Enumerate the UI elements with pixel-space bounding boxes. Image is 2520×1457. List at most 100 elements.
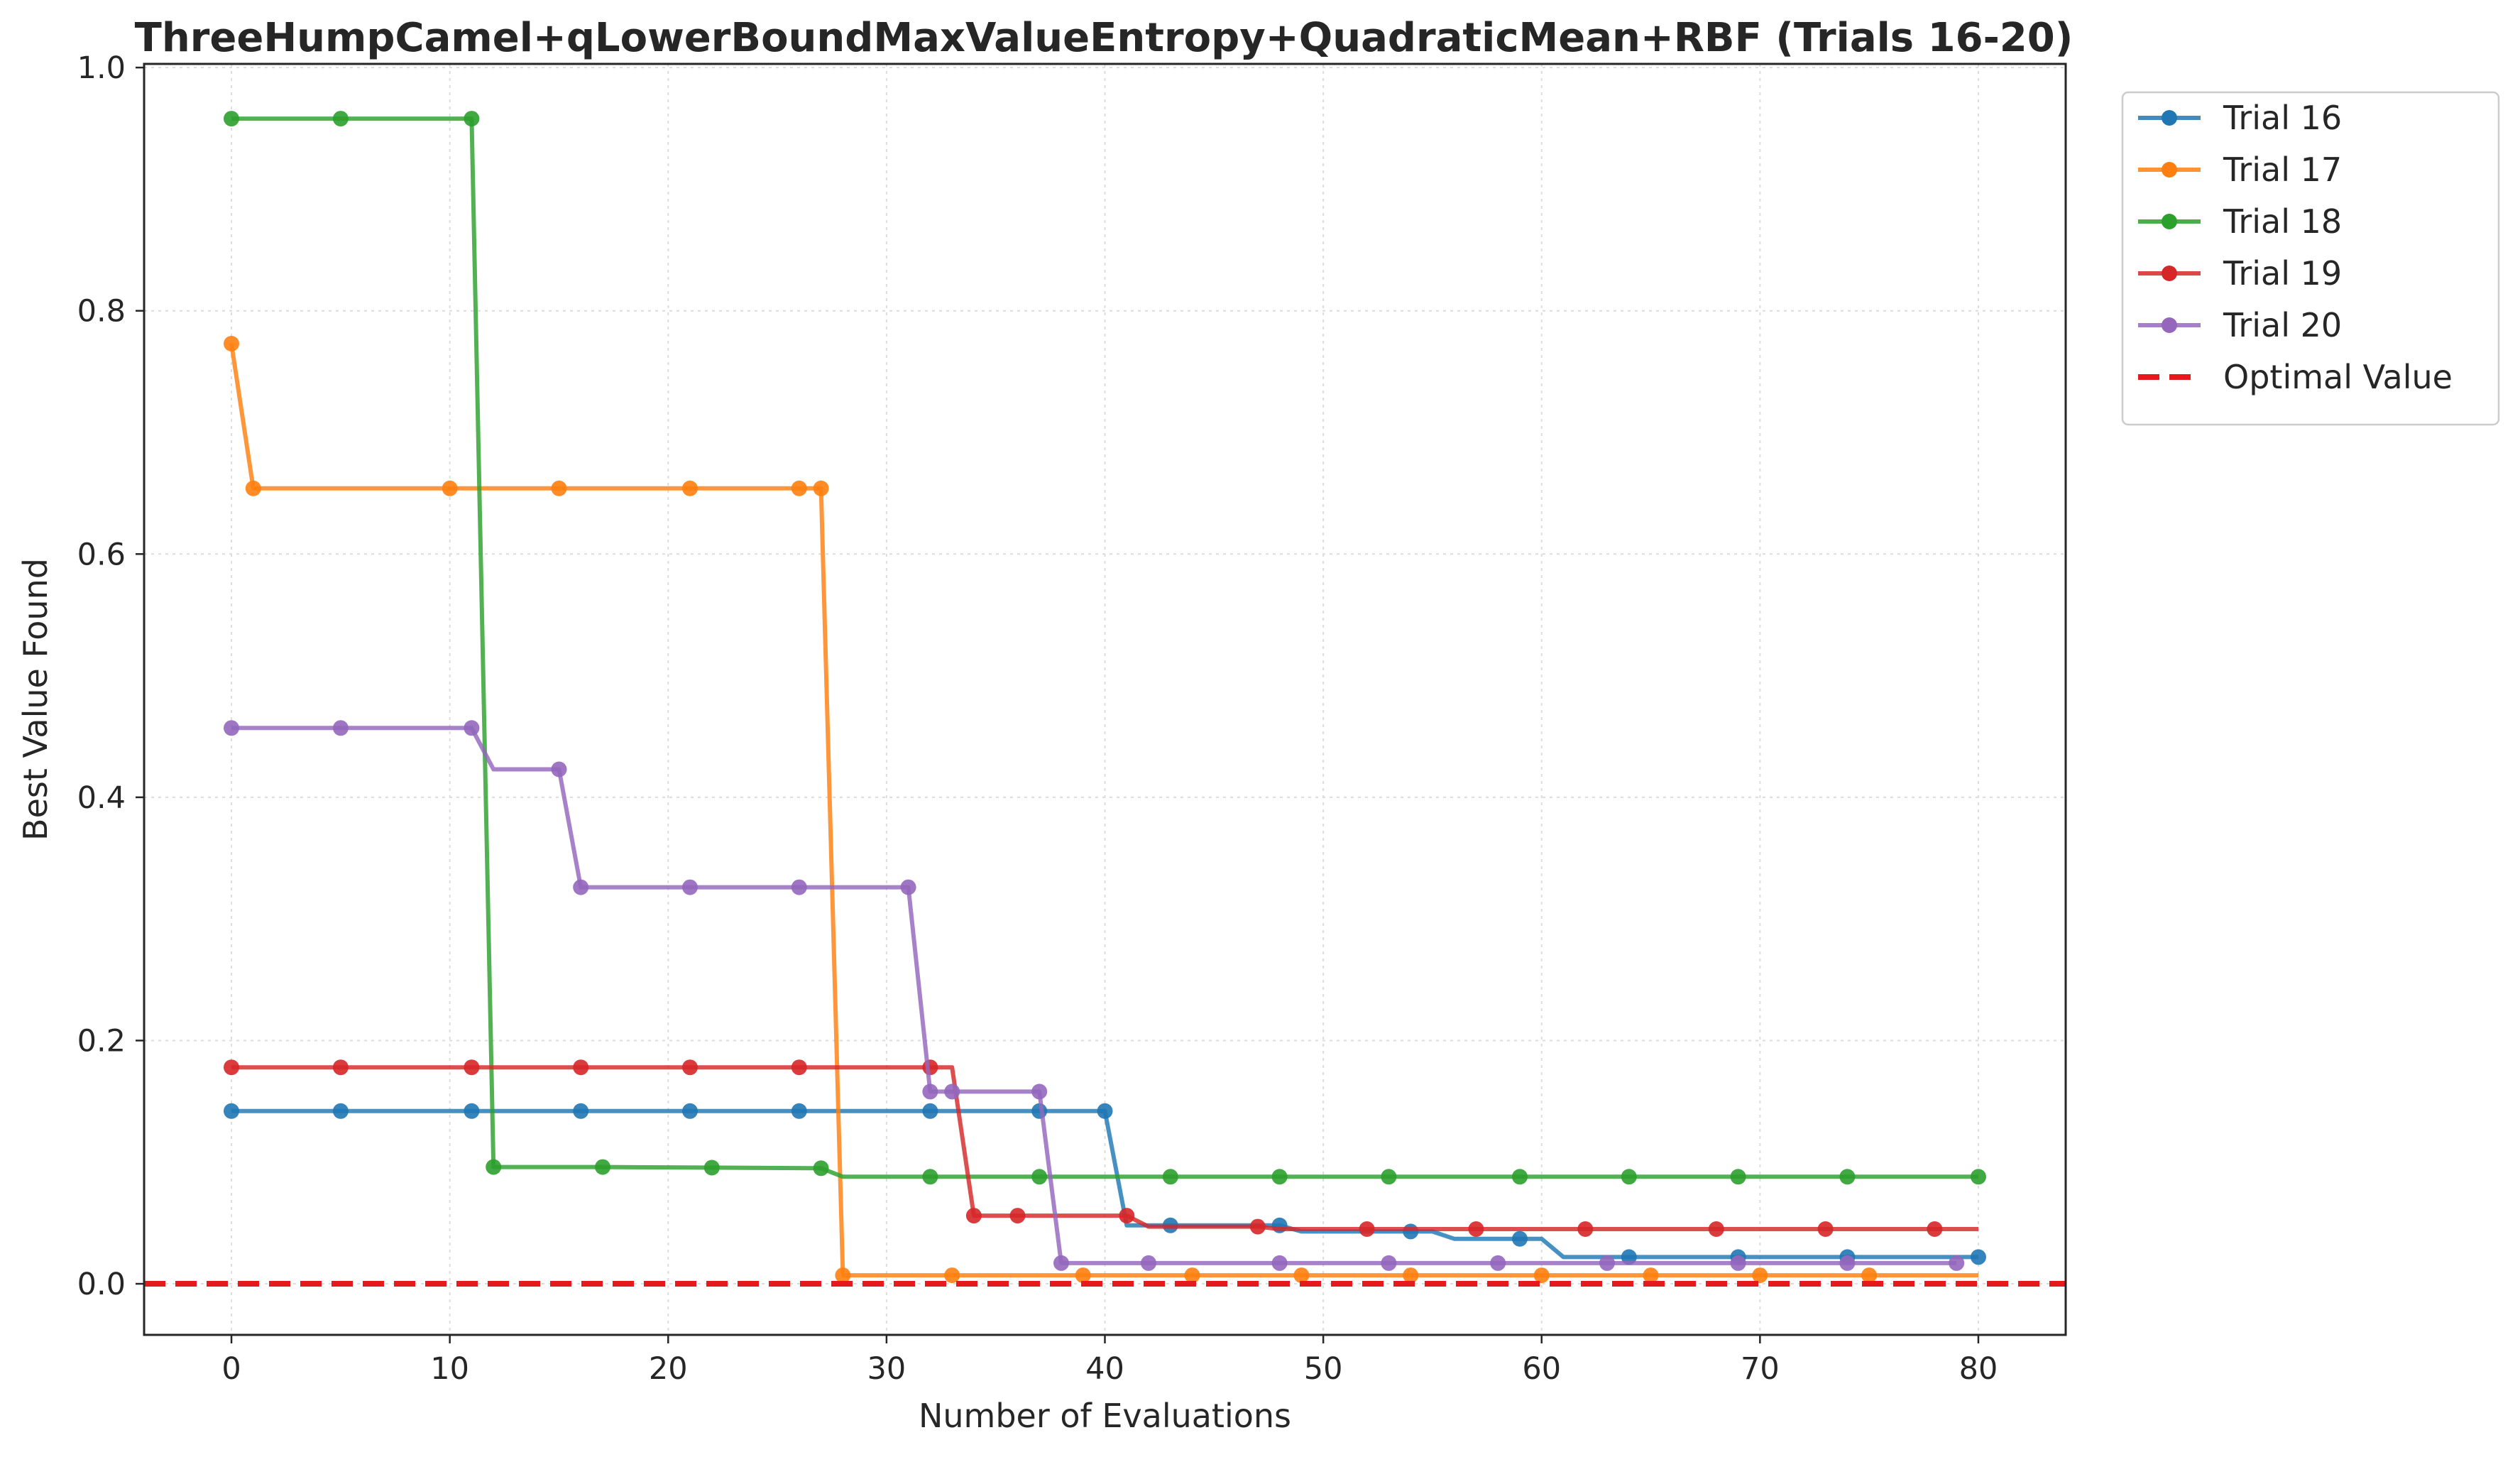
- data-point: [813, 1160, 829, 1177]
- x-tick-label: 40: [1085, 1351, 1124, 1387]
- x-tick-label: 30: [867, 1351, 906, 1387]
- data-point: [1730, 1255, 1746, 1271]
- data-point: [486, 1159, 502, 1175]
- x-tick-label: 70: [1741, 1351, 1780, 1387]
- y-tick-label: 0.2: [77, 1023, 126, 1059]
- data-point: [1271, 1169, 1288, 1185]
- data-point: [1752, 1267, 1768, 1284]
- data-point: [682, 1059, 698, 1076]
- data-point: [1971, 1249, 1986, 1265]
- series-trial-17: [224, 336, 1978, 1284]
- data-point: [1708, 1221, 1724, 1237]
- data-point: [703, 1159, 720, 1176]
- data-point: [1184, 1267, 1200, 1284]
- x-tick-label: 50: [1304, 1351, 1343, 1387]
- series-line: [231, 1108, 1978, 1260]
- data-point: [1381, 1169, 1397, 1185]
- legend-item: Trial 17: [2138, 151, 2342, 189]
- data-point: [573, 1103, 589, 1119]
- data-point: [1730, 1169, 1746, 1185]
- x-tick-label: 80: [1959, 1351, 1998, 1387]
- data-point: [1075, 1267, 1091, 1284]
- data-point: [944, 1084, 960, 1100]
- data-point: [1249, 1218, 1266, 1235]
- data-point: [1599, 1255, 1615, 1271]
- data-point: [224, 336, 239, 351]
- legend-item: Trial 19: [2138, 254, 2342, 293]
- data-point: [791, 480, 807, 496]
- data-point: [573, 879, 589, 895]
- series-trial-20: [224, 720, 1965, 1271]
- y-tick-label: 0.8: [77, 294, 126, 329]
- data-point: [1031, 1169, 1048, 1185]
- legend-item: Trial 20: [2138, 306, 2342, 344]
- data-point: [464, 1103, 480, 1119]
- legend-label: Trial 19: [2223, 254, 2342, 293]
- data-point: [1621, 1169, 1637, 1185]
- data-point: [245, 480, 261, 496]
- y-tick-label: 0.0: [77, 1267, 126, 1302]
- series-trial-16: [224, 1103, 1986, 1265]
- data-point: [224, 1103, 239, 1119]
- data-point: [682, 480, 698, 496]
- y-axis-label: Best Value Found: [16, 558, 55, 841]
- data-point: [464, 720, 480, 736]
- legend: Trial 16 Trial 17 Trial 18 Trial 19 Trial 20…: [2121, 91, 2500, 426]
- data-point: [791, 879, 807, 895]
- legend-item: Trial 18: [2138, 202, 2342, 241]
- data-point: [464, 111, 480, 127]
- data-point: [551, 480, 567, 496]
- data-point: [1839, 1169, 1856, 1185]
- y-tick-label: 1.0: [77, 50, 126, 86]
- data-point: [1861, 1267, 1878, 1284]
- data-point: [1009, 1208, 1026, 1224]
- data-point: [1927, 1221, 1943, 1237]
- data-point: [1468, 1221, 1484, 1237]
- data-point: [551, 761, 567, 777]
- data-point: [1643, 1267, 1659, 1284]
- data-point: [1359, 1221, 1375, 1237]
- data-point: [682, 879, 698, 895]
- legend-marker: [2162, 110, 2177, 126]
- plot-series-area: [144, 111, 2066, 1287]
- data-point: [1162, 1169, 1178, 1185]
- data-point: [442, 480, 458, 496]
- data-point: [595, 1159, 610, 1175]
- data-point: [464, 1059, 480, 1076]
- data-point: [1097, 1103, 1113, 1119]
- data-point: [573, 1059, 589, 1076]
- x-tick-label: 20: [649, 1351, 688, 1387]
- legend-marker: [2162, 266, 2177, 281]
- data-point: [1031, 1084, 1048, 1100]
- data-point: [1381, 1255, 1397, 1271]
- series-line: [231, 726, 1957, 1265]
- data-point: [224, 1059, 239, 1076]
- data-point: [682, 1103, 698, 1119]
- data-point: [922, 1084, 938, 1100]
- data-point: [900, 879, 916, 895]
- data-point: [224, 111, 239, 127]
- y-tick-label: 0.4: [77, 780, 126, 816]
- data-point: [922, 1169, 938, 1185]
- data-point: [1293, 1267, 1310, 1284]
- data-point: [332, 1059, 349, 1076]
- chart-title: ThreeHumpCamel+qLowerBoundMaxValueEntrop…: [135, 15, 2073, 61]
- data-point: [944, 1267, 960, 1284]
- data-point: [1512, 1169, 1528, 1185]
- data-point: [1533, 1267, 1550, 1284]
- legend-label: Trial 18: [2223, 202, 2342, 241]
- data-point: [791, 1059, 807, 1076]
- data-point: [1949, 1255, 1965, 1271]
- data-point: [1512, 1230, 1528, 1247]
- x-tick-label: 0: [221, 1351, 241, 1387]
- legend-marker: [2162, 214, 2177, 229]
- data-point: [332, 1103, 349, 1119]
- legend-label: Optimal Value: [2223, 358, 2453, 396]
- legend-label: Trial 17: [2223, 151, 2342, 189]
- x-axis-ticks: 0 10 20 30 40 50 60 70 80: [221, 1335, 1998, 1387]
- x-tick-label: 10: [430, 1351, 469, 1387]
- data-point: [965, 1208, 982, 1224]
- data-point: [1271, 1255, 1288, 1271]
- data-point: [332, 720, 349, 736]
